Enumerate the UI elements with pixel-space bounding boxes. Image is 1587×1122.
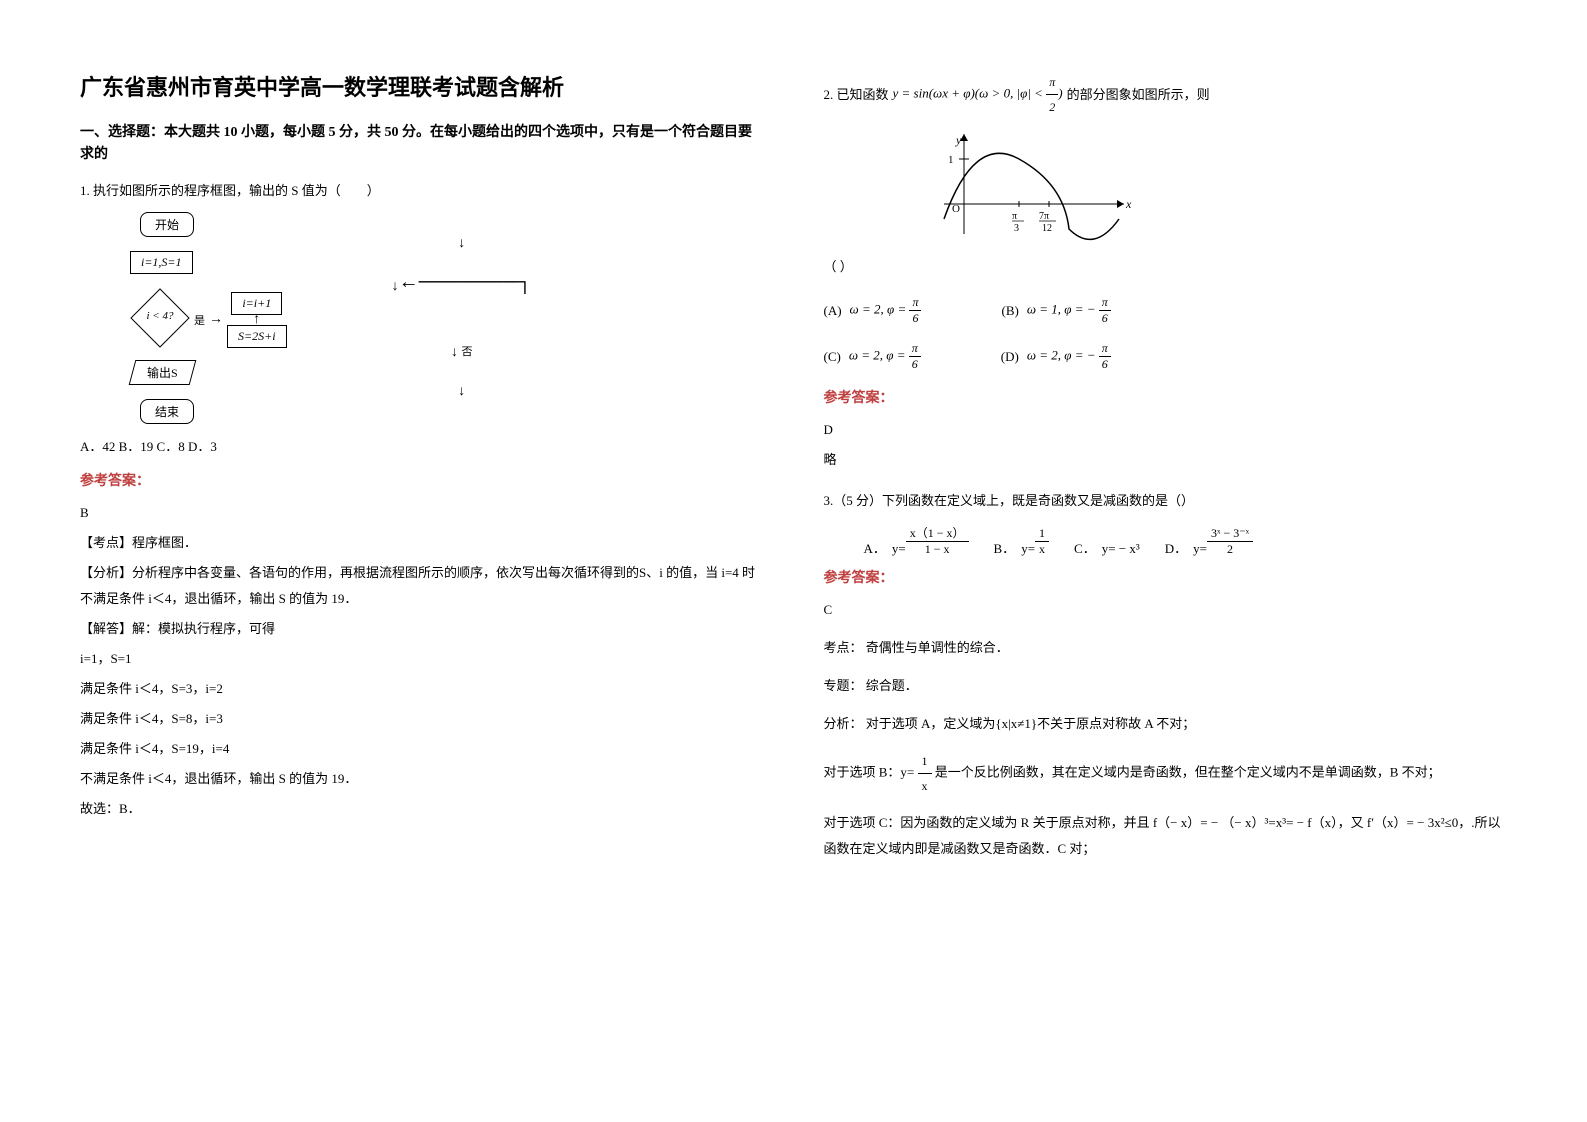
q1-text: 1. 执行如图所示的程序框图，输出的 S 值为（ ） <box>80 179 764 202</box>
svg-text:1: 1 <box>948 154 954 166</box>
svg-text:3: 3 <box>1014 223 1019 234</box>
q1-answer: B <box>80 500 764 526</box>
q1-answer-label: 参考答案： <box>80 470 764 490</box>
q1-kaodian: 【考点】程序框图． <box>80 530 764 556</box>
q3-fenxi-b: 对于选项 B：y= 1x 是一个反比例函数，其在定义域内是奇函数，但在整个定义域… <box>824 749 1508 798</box>
section-header: 一、选择题：本大题共 10 小题，每小题 5 分，共 50 分。在每小题给出的四… <box>80 122 764 167</box>
q1-step-3: 满足条件 i＜4，S=19，i=4 <box>80 736 764 762</box>
q2-answer-label: 参考答案： <box>824 387 1508 407</box>
q3-fenxi: 分析： 对于选项 A，定义域为{x|x≠1}不关于原点对称故 A 不对； <box>824 711 1508 737</box>
q2-text: 2. 已知函数 y = sin(ωx + φ)(ω > 0, |φ| < π2)… <box>824 70 1508 119</box>
fc-end: 结束 <box>140 399 194 424</box>
svg-text:π: π <box>1012 211 1017 222</box>
q2-opt-b: (B) ω = 1, φ = − π6 <box>1001 295 1110 326</box>
q2-paren: （ ） <box>824 254 1508 280</box>
q1-step-4: 不满足条件 i＜4，退出循环，输出 S 的值为 19． <box>80 766 764 792</box>
q2-opt-c: (C) ω = 2, φ = π6 <box>824 341 921 372</box>
q1-step-5: 故选：B． <box>80 796 764 822</box>
q1-options: A．42 B．19 C．8 D．3 <box>80 434 764 460</box>
right-column: 2. 已知函数 y = sin(ωx + φ)(ω > 0, |φ| < π2)… <box>794 70 1538 1052</box>
flowchart: 开始 ↓ i=1,S=1 ↓←───────┐ i < 4? 是 → i=i+1… <box>110 212 764 424</box>
q3-zhuanti: 专题： 综合题． <box>824 673 1508 699</box>
q3-opt-b: B． y= 1x <box>994 526 1050 557</box>
q3-answer: C <box>824 597 1508 623</box>
q1-step-2: 满足条件 i＜4，S=8，i=3 <box>80 706 764 732</box>
q2-options-row2: (C) ω = 2, φ = π6 (D) ω = 2, φ = − π6 <box>824 341 1508 372</box>
svg-text:12: 12 <box>1042 223 1052 234</box>
q2-opt-d: (D) ω = 2, φ = − π6 <box>1001 341 1111 372</box>
q3-opt-a: A． y= x（1 − x）1 − x <box>864 524 969 557</box>
y-axis-label: y <box>955 133 962 147</box>
left-column: 广东省惠州市育英中学高一数学理联考试题含解析 一、选择题：本大题共 10 小题，… <box>50 70 794 1052</box>
q1-fenxi: 【分析】分析程序中各变量、各语句的作用，再根据流程图所示的顺序，依次写出每次循环… <box>80 560 764 612</box>
svg-text:7π: 7π <box>1039 211 1049 222</box>
x-axis-label: x <box>1125 197 1132 211</box>
fc-start: 开始 <box>140 212 194 237</box>
sine-graph: y x O 1 π 3 7π 12 <box>924 124 1508 249</box>
q1-step-0: i=1，S=1 <box>80 646 764 672</box>
q3-answer-label: 参考答案： <box>824 567 1508 587</box>
q2-answer: D <box>824 417 1508 443</box>
fc-update: S=2S+i <box>227 325 287 348</box>
q3-opt-c: C． y= − x³ <box>1074 538 1140 557</box>
q3-kaodian: 考点： 奇偶性与单调性的综合． <box>824 635 1508 661</box>
page-title: 广东省惠州市育英中学高一数学理联考试题含解析 <box>80 70 764 102</box>
q2-func: y = sin(ωx + φ)(ω > 0, |φ| < π2) <box>893 70 1063 119</box>
q3-opt-d: D． y= 3ˣ − 3⁻ˣ2 <box>1165 526 1253 557</box>
q2-options-row1: (A) ω = 2, φ = π6 (B) ω = 1, φ = − π6 <box>824 295 1508 326</box>
origin-label: O <box>952 203 960 215</box>
fc-yes: 是 <box>194 312 205 328</box>
q3-fenxi-c: 对于选项 C：因为函数的定义域为 R 关于原点对称，并且 f（− x）= − （… <box>824 810 1508 862</box>
q2-brief: 略 <box>824 447 1508 473</box>
q2-opt-a: (A) ω = 2, φ = π6 <box>824 295 922 326</box>
q3-options: A． y= x（1 − x）1 − x B． y= 1x C． y= − x³ … <box>864 524 1508 557</box>
fc-init: i=1,S=1 <box>130 251 193 274</box>
q1-jieda: 【解答】解：模拟执行程序，可得 <box>80 616 764 642</box>
q3-text: 3.（5 分）下列函数在定义域上，既是奇函数又是减函数的是（） <box>824 488 1508 514</box>
q1-step-1: 满足条件 i＜4，S=3，i=2 <box>80 676 764 702</box>
fc-diamond: i < 4? <box>130 303 190 333</box>
fc-output: 输出S <box>129 360 196 385</box>
